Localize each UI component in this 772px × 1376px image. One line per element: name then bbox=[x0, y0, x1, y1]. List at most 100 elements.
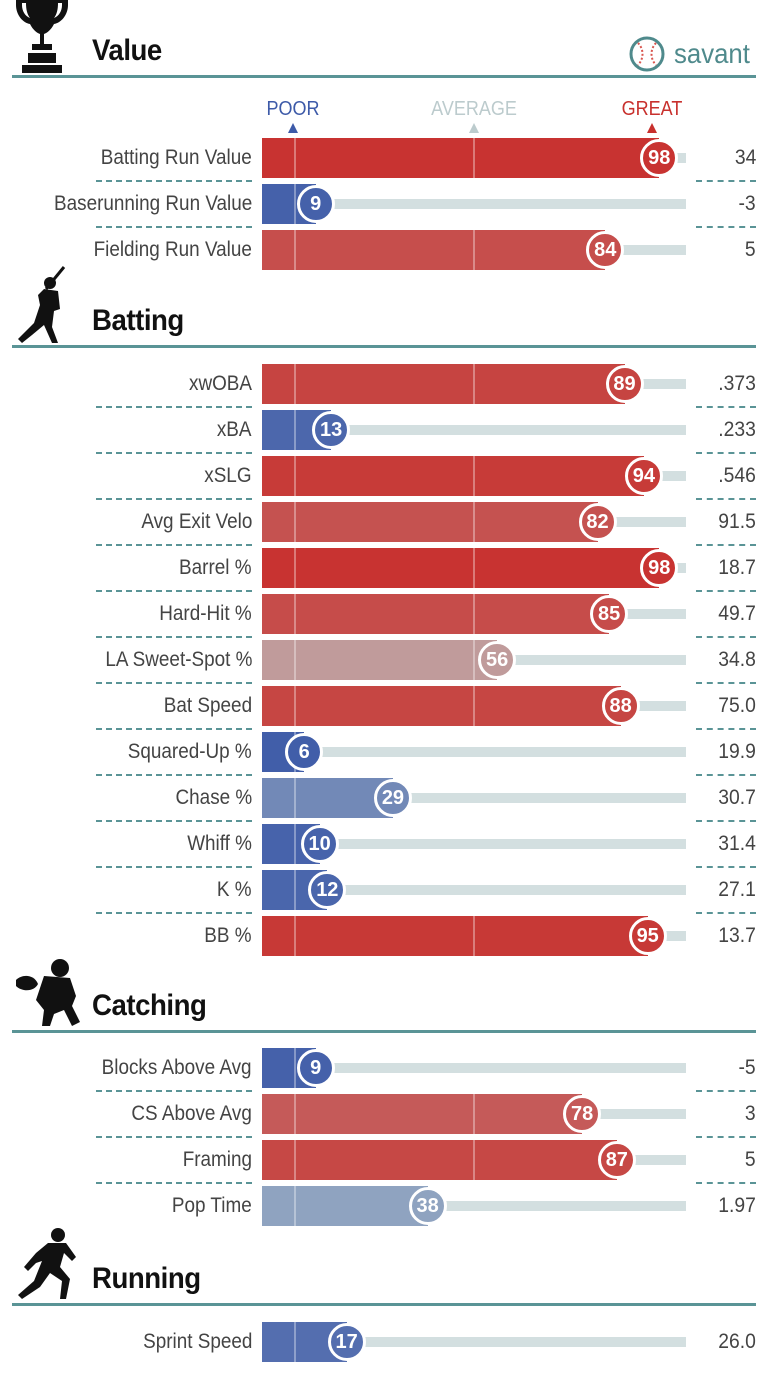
metric-row: K % 12 27.1 bbox=[0, 870, 772, 914]
baseball-icon bbox=[629, 36, 664, 72]
percentile-bar bbox=[262, 364, 625, 404]
percentile-badge: 6 bbox=[285, 733, 324, 771]
reference-tick bbox=[293, 1186, 296, 1226]
metric-label: Fielding Run Value bbox=[93, 238, 252, 261]
metric-row: Chase % 29 30.7 bbox=[0, 778, 772, 822]
row-divider bbox=[696, 1090, 756, 1092]
percentile-bar bbox=[262, 778, 393, 818]
row-divider bbox=[696, 498, 756, 500]
metric-value: 3 bbox=[745, 1102, 756, 1125]
metric-row: xwOBA 89 .373 bbox=[0, 364, 772, 408]
section-header-value: Value bbox=[12, 0, 756, 78]
percentile-bar bbox=[262, 230, 606, 270]
metric-label: Batting Run Value bbox=[101, 146, 252, 169]
metric-row: CS Above Avg 78 3 bbox=[0, 1094, 772, 1138]
reference-tick bbox=[293, 640, 296, 680]
runner-icon bbox=[18, 1228, 76, 1299]
metric-label: Baserunning Run Value bbox=[53, 192, 252, 215]
reference-tick bbox=[293, 502, 296, 542]
row-divider bbox=[696, 590, 756, 592]
percentile-track bbox=[262, 1201, 686, 1211]
reference-tick bbox=[473, 916, 475, 956]
percentile-badge: 82 bbox=[578, 503, 617, 541]
metric-value: 5 bbox=[745, 238, 756, 261]
row-divider bbox=[96, 728, 252, 730]
metric-row: Hard-Hit % 85 49.7 bbox=[0, 594, 772, 638]
metric-row: xBA 13 .233 bbox=[0, 410, 772, 454]
percentile-badge: 89 bbox=[605, 365, 644, 403]
row-divider bbox=[696, 682, 756, 684]
metric-value: 18.7 bbox=[718, 556, 756, 579]
reference-tick bbox=[293, 230, 296, 270]
metric-label: CS Above Avg bbox=[131, 1102, 252, 1125]
metric-row: LA Sweet-Spot % 56 34.8 bbox=[0, 640, 772, 684]
row-divider bbox=[96, 452, 252, 454]
section-rule bbox=[12, 345, 756, 348]
metric-label: Chase % bbox=[175, 786, 252, 809]
reference-tick bbox=[473, 594, 475, 634]
metric-value: .373 bbox=[718, 372, 756, 395]
section-rule bbox=[12, 75, 756, 78]
metric-label: K % bbox=[217, 878, 252, 901]
reference-tick bbox=[473, 456, 475, 496]
metric-label: Barrel % bbox=[179, 556, 252, 579]
row-divider bbox=[96, 774, 252, 776]
percentile-badge: 17 bbox=[327, 1323, 366, 1361]
percentile-track bbox=[262, 425, 686, 435]
scale-label-great: GREAT bbox=[621, 98, 682, 120]
metric-label: Sprint Speed bbox=[142, 1330, 252, 1353]
reference-tick bbox=[293, 824, 296, 864]
section-title: Running bbox=[92, 1262, 201, 1295]
row-divider bbox=[696, 180, 756, 182]
metric-value: 49.7 bbox=[718, 602, 756, 625]
row-divider bbox=[96, 866, 252, 868]
percentile-badge: 56 bbox=[478, 641, 517, 679]
metric-row: BB % 95 13.7 bbox=[0, 916, 772, 956]
percentile-badge: 85 bbox=[590, 595, 629, 633]
section-rule bbox=[12, 1030, 756, 1033]
percentile-badge: 84 bbox=[586, 231, 625, 269]
reference-tick bbox=[293, 778, 296, 818]
brand-text: savant bbox=[673, 38, 750, 69]
metric-row: Baserunning Run Value 9 -3 bbox=[0, 184, 772, 228]
scale-arrow-average bbox=[469, 123, 479, 133]
percentile-bar bbox=[262, 548, 660, 588]
reference-tick bbox=[473, 1140, 475, 1180]
metric-row: Framing 87 5 bbox=[0, 1140, 772, 1184]
row-divider bbox=[696, 226, 756, 228]
row-divider bbox=[696, 1136, 756, 1138]
metric-value: 34.8 bbox=[718, 648, 756, 671]
percentile-badge: 95 bbox=[628, 917, 667, 955]
metric-row: Blocks Above Avg 9 -5 bbox=[0, 1048, 772, 1092]
percentile-bar bbox=[262, 686, 621, 726]
percentile-badge: 98 bbox=[640, 549, 679, 587]
scale-arrow-great bbox=[646, 123, 657, 133]
row-divider bbox=[96, 1182, 252, 1184]
metric-row: Whiff % 10 31.4 bbox=[0, 824, 772, 868]
section-header-catching: Catching bbox=[12, 959, 756, 1033]
scale-label-average: AVERAGE bbox=[431, 98, 517, 120]
percentile-track bbox=[262, 747, 686, 757]
metric-label: Bat Speed bbox=[163, 694, 252, 717]
percentile-bar bbox=[262, 916, 648, 956]
percentile-badge: 87 bbox=[597, 1141, 636, 1179]
reference-tick bbox=[473, 138, 475, 178]
metric-value: .546 bbox=[718, 464, 756, 487]
metric-label: Squared-Up % bbox=[128, 740, 252, 763]
percentile-track bbox=[262, 199, 686, 209]
savant-logo: savant bbox=[628, 34, 757, 74]
section-title: Batting bbox=[92, 304, 184, 337]
row-divider bbox=[96, 498, 252, 500]
row-divider bbox=[696, 1182, 756, 1184]
percentile-bar bbox=[262, 594, 610, 634]
section-title: Value bbox=[92, 34, 162, 67]
metric-label: Pop Time bbox=[172, 1194, 252, 1217]
metric-value: 30.7 bbox=[718, 786, 756, 809]
metric-row: Pop Time 38 1.97 bbox=[0, 1186, 772, 1226]
metric-value: 91.5 bbox=[718, 510, 756, 533]
reference-tick bbox=[473, 1094, 475, 1134]
metric-label: Whiff % bbox=[187, 832, 252, 855]
metric-row: Fielding Run Value 84 5 bbox=[0, 230, 772, 270]
metric-label: Avg Exit Velo bbox=[140, 510, 252, 533]
percentile-badge: 13 bbox=[312, 411, 351, 449]
